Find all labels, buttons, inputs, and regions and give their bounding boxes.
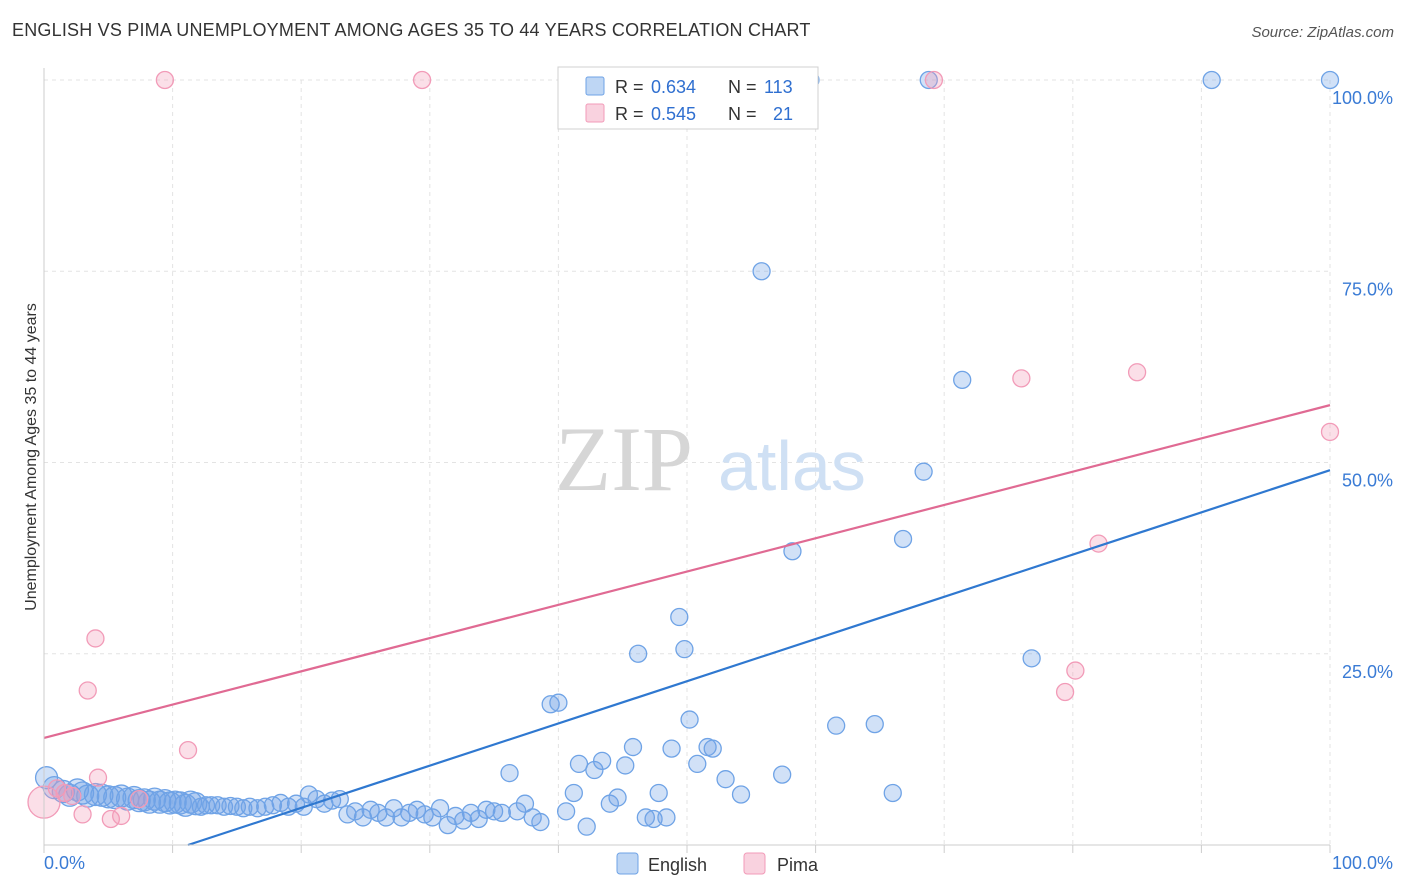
stats-legend-n-value-english: 113 bbox=[764, 77, 793, 97]
english-point-52 bbox=[376, 808, 396, 827]
english-point-108 bbox=[919, 70, 938, 90]
english-point-100 bbox=[773, 765, 792, 784]
english-point-110 bbox=[1022, 649, 1041, 668]
watermark-zip: ZIP bbox=[555, 408, 693, 510]
y-tick-label-0: 25.0% bbox=[1342, 662, 1393, 682]
pima-point-16 bbox=[1066, 661, 1085, 680]
english-point-94 bbox=[688, 754, 707, 774]
pima-point-13 bbox=[924, 70, 944, 90]
english-point-90 bbox=[662, 739, 681, 758]
english-point-104 bbox=[865, 714, 884, 734]
pima-point-6 bbox=[88, 768, 108, 787]
pima-point-18 bbox=[1127, 363, 1147, 382]
chart-source: Source: ZipAtlas.com bbox=[1251, 24, 1394, 41]
english-point-92 bbox=[675, 640, 694, 659]
pima-point-12 bbox=[412, 70, 432, 90]
stats-legend-r-label-english: R = bbox=[615, 77, 644, 97]
english-point-91 bbox=[670, 607, 689, 627]
english-point-58 bbox=[423, 808, 442, 827]
english-point-107 bbox=[914, 462, 933, 481]
x-tick-label-1: 100.0% bbox=[1332, 853, 1393, 873]
english-point-96 bbox=[703, 739, 722, 758]
y-tick-label-1: 50.0% bbox=[1342, 471, 1393, 491]
stats-legend-swatch-pima bbox=[585, 103, 605, 123]
pima-point-7 bbox=[101, 809, 121, 829]
y-tick-label-2: 75.0% bbox=[1342, 279, 1393, 299]
watermark: ZIP atlas bbox=[555, 408, 866, 510]
stats-legend-r-label-pima: R = bbox=[615, 104, 644, 124]
pima-point-9 bbox=[130, 789, 149, 809]
english-point-67 bbox=[492, 803, 511, 823]
legend-swatch-english bbox=[616, 852, 639, 875]
english-point-79 bbox=[585, 760, 604, 780]
stats-legend-r-value-pima: 0.545 bbox=[651, 104, 696, 124]
pima-point-15 bbox=[1055, 682, 1075, 702]
english-point-72 bbox=[531, 812, 550, 832]
english-point-33 bbox=[234, 799, 253, 818]
y-axis-label: Unemployment Among Ages 35 to 44 years bbox=[23, 303, 40, 611]
english-point-74 bbox=[549, 693, 568, 712]
english-point-80 bbox=[592, 751, 612, 770]
english-point-85 bbox=[628, 644, 648, 663]
pima-point-10 bbox=[155, 70, 175, 90]
pima-point-8 bbox=[112, 806, 131, 826]
trend-lines bbox=[43, 404, 1331, 847]
english-point-59 bbox=[430, 799, 450, 818]
axes: 25.0% 50.0% 75.0% 100.0% 0.0% 100.0% bbox=[43, 68, 1393, 873]
chart-title: ENGLISH VS PIMA UNEMPLOYMENT AMONG AGES … bbox=[12, 20, 811, 40]
english-point-112 bbox=[1320, 70, 1340, 90]
english-point-99 bbox=[752, 262, 771, 281]
english-point-88 bbox=[649, 783, 668, 803]
pima-trend-line bbox=[43, 404, 1331, 739]
legend-label-english: English bbox=[648, 855, 707, 875]
english-point-9 bbox=[96, 785, 120, 809]
english-point-69 bbox=[508, 802, 527, 821]
stats-legend-n-value-pima: 21 bbox=[773, 104, 793, 124]
pima-point-20 bbox=[55, 783, 74, 803]
english-point-98 bbox=[731, 785, 751, 804]
english-point-109 bbox=[953, 370, 972, 390]
english-point-105 bbox=[883, 783, 902, 803]
english-point-111 bbox=[1202, 70, 1221, 90]
x-tick-label-0: 0.0% bbox=[44, 853, 85, 873]
pima-point-4 bbox=[78, 681, 97, 700]
english-point-64 bbox=[469, 809, 488, 829]
english-point-103 bbox=[827, 716, 846, 735]
stats-legend-r-value-english: 0.634 bbox=[651, 77, 696, 97]
pima-point-3 bbox=[73, 805, 92, 824]
english-point-29 bbox=[208, 796, 227, 815]
english-point-83 bbox=[616, 756, 635, 775]
stats-legend: R = 0.634 N = 113 R = 0.545 N = 21 bbox=[557, 66, 819, 130]
legend-swatch-pima bbox=[743, 852, 766, 875]
english-trend-line bbox=[187, 469, 1331, 847]
english-point-106 bbox=[893, 529, 913, 549]
english-point-101 bbox=[783, 542, 802, 561]
english-point-84 bbox=[623, 737, 643, 757]
english-point-93 bbox=[680, 710, 699, 729]
pima-point-19 bbox=[1320, 422, 1340, 442]
watermark-atlas: atlas bbox=[718, 427, 866, 505]
stats-legend-n-label-english: N = bbox=[728, 77, 757, 97]
english-point-82 bbox=[608, 788, 627, 807]
english-point-75 bbox=[556, 802, 576, 821]
english-point-89 bbox=[657, 808, 676, 827]
english-point-68 bbox=[500, 763, 519, 783]
english-point-62 bbox=[454, 811, 473, 830]
legend-label-pima: Pima bbox=[777, 855, 819, 875]
pima-point-11 bbox=[178, 740, 198, 760]
series-legend: English Pima bbox=[616, 852, 819, 875]
y-tick-label-3: 100.0% bbox=[1332, 88, 1393, 108]
english-point-76 bbox=[564, 783, 583, 803]
pima-point-14 bbox=[1012, 369, 1031, 388]
english-point-70 bbox=[515, 794, 535, 813]
stats-legend-swatch-english bbox=[585, 76, 605, 96]
english-point-77 bbox=[569, 754, 589, 774]
pima-point-5 bbox=[86, 629, 105, 648]
english-point-78 bbox=[577, 817, 596, 836]
english-point-30 bbox=[214, 797, 234, 816]
english-point-32 bbox=[227, 797, 247, 816]
stats-legend-n-label-pima: N = bbox=[728, 104, 757, 124]
english-point-97 bbox=[716, 770, 735, 789]
